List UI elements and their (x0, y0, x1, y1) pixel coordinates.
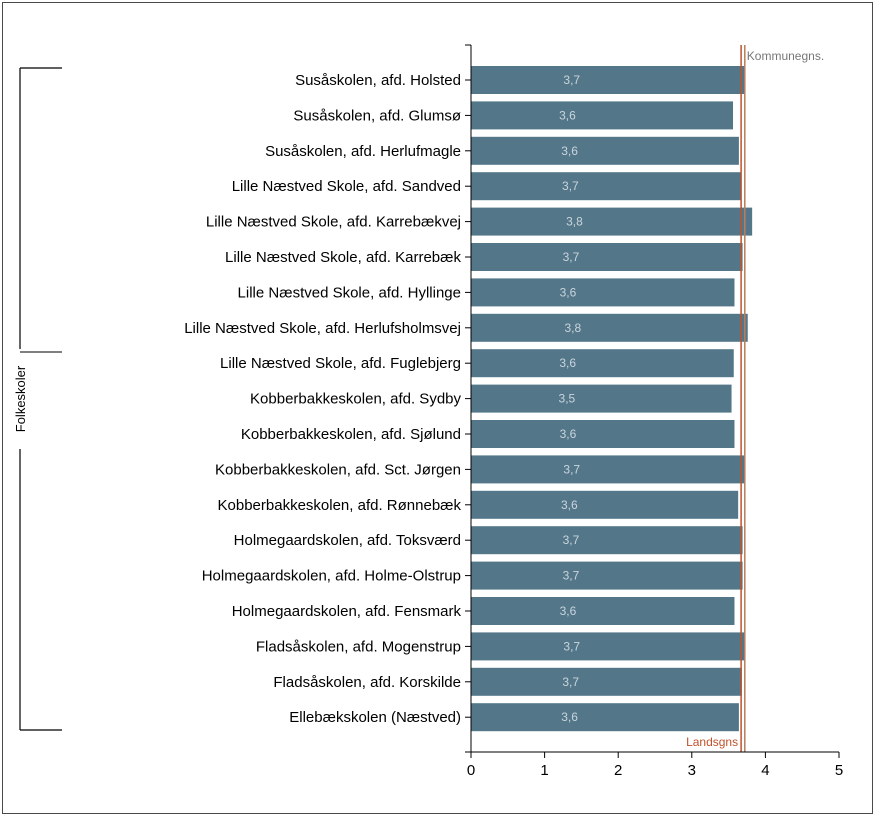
bar-value-label: 3,7 (563, 639, 580, 653)
bar (471, 172, 742, 201)
reference-line-label: Landsgns (686, 735, 738, 749)
x-tick-label: 3 (688, 762, 696, 779)
bar (471, 278, 735, 307)
bar-value-label: 3,6 (559, 356, 576, 370)
bar (471, 703, 739, 732)
category-label: Lille Næstved Skole, afd. Fuglebjerg (220, 355, 461, 372)
category-label: Kobberbakkeskolen, afd. Sct. Jørgen (215, 461, 461, 478)
bar-value-label: 3,8 (566, 215, 583, 229)
category-label: Lille Næstved Skole, afd. Hyllinge (238, 284, 461, 301)
group-label: Folkeskoler (13, 365, 28, 432)
bar (471, 136, 739, 165)
x-tick-label: 5 (835, 762, 843, 779)
bar (471, 243, 743, 271)
bar-value-label: 3,6 (559, 108, 576, 122)
bar (471, 420, 735, 448)
bar-value-label: 3,7 (562, 179, 579, 193)
bar (471, 349, 734, 378)
category-label: Susåskolen, afd. Holsted (295, 72, 461, 89)
x-tick-label: 1 (540, 762, 548, 779)
bar (471, 667, 742, 696)
bar-value-label: 3,6 (560, 604, 577, 618)
bar-value-label: 3,7 (563, 250, 580, 264)
bar-value-label: 3,7 (563, 462, 580, 476)
bar-value-label: 3,7 (563, 533, 580, 547)
bar-value-label: 3,6 (561, 498, 578, 512)
bar (471, 561, 743, 590)
bar-value-label: 3,7 (563, 569, 580, 583)
category-label: Lille Næstved Skole, afd. Herlufsholmsve… (184, 320, 461, 337)
bar (471, 526, 743, 555)
bar (471, 455, 745, 484)
reference-line-label: Kommunegns. (747, 49, 824, 63)
x-tick-label: 0 (467, 762, 475, 779)
bar-value-label: 3,5 (559, 392, 576, 406)
category-label: Lille Næstved Skole, afd. Sandved (232, 178, 461, 195)
bar-value-label: 3,6 (560, 285, 577, 299)
category-label: Fladsåskolen, afd. Korskilde (273, 674, 461, 691)
bar-value-label: 3,6 (560, 427, 577, 441)
bar (471, 490, 739, 519)
bar-value-label: 3,7 (563, 73, 580, 87)
axes-layer: Susåskolen, afd. Holsted Susåskolen, afd.… (184, 44, 843, 779)
category-label: Kobberbakkeskolen, afd. Sydby (250, 391, 461, 408)
bar (471, 313, 748, 342)
category-label: Ellebækskolen (Næstved) (289, 709, 461, 726)
category-label: Susåskolen, afd. Glumsø (293, 107, 461, 124)
category-label: Susåskolen, afd. Herlufmagle (265, 143, 461, 160)
category-label: Holmegaardskolen, afd. Fensmark (232, 603, 462, 620)
bar (471, 597, 735, 625)
bars-layer: 3,7 3,6 3,6 3,7 3,8 3,7 3,6 3,8 3,6 3,5 3,6 3,7 3,6 3… (471, 66, 753, 732)
reference-lines-layer: Landsgns Kommunegns. (686, 45, 824, 752)
bar (471, 384, 732, 413)
category-label: Lille Næstved Skole, afd. Karrebæk (225, 249, 461, 266)
category-label: Holmegaardskolen, afd. Holme-Olstrup (202, 568, 461, 585)
bar-value-label: 3,7 (562, 675, 579, 689)
group-bracket: Folkeskoler (13, 67, 62, 731)
bar-value-label: 3,6 (561, 144, 578, 158)
bar-value-label: 3,8 (564, 321, 581, 335)
bar (471, 66, 745, 94)
category-label: Fladsåskolen, afd. Mogenstrup (256, 638, 461, 655)
bar-value-label: 3,6 (561, 710, 578, 724)
bar (471, 632, 745, 661)
bar (471, 207, 753, 236)
x-tick-label: 4 (761, 762, 769, 779)
category-label: Kobberbakkeskolen, afd. Rønnebæk (218, 497, 462, 514)
x-tick-label: 2 (614, 762, 622, 779)
bar (471, 101, 734, 130)
category-label: Holmegaardskolen, afd. Toksværd (234, 532, 461, 549)
category-label: Kobberbakkeskolen, afd. Sjølund (241, 426, 461, 443)
category-label: Lille Næstved Skole, afd. Karrebækvej (206, 214, 461, 231)
